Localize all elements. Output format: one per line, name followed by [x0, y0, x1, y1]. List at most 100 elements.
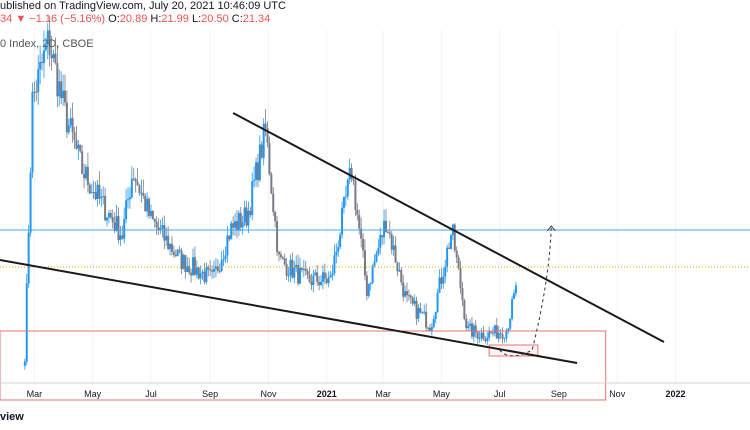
candle-body-22 [65, 102, 68, 133]
candle-body-74 [165, 235, 168, 241]
candle-body-176 [360, 228, 363, 239]
candle-body-112 [237, 212, 240, 231]
candle-body-56 [130, 178, 133, 198]
candle-body-72 [161, 225, 164, 229]
candle-body-109 [232, 223, 235, 228]
candle-body-37 [94, 191, 97, 199]
candle-body-33 [86, 166, 89, 185]
candle-body-163 [335, 251, 338, 256]
candle-body-101 [216, 266, 219, 271]
candle-body-73 [163, 225, 166, 241]
candle-body-238 [478, 337, 481, 339]
candle-body-14 [50, 54, 53, 59]
candle-body-178 [363, 250, 366, 276]
candle-body-216 [436, 292, 439, 313]
symbol-info[interactable]: 0 Index, 2D, CBOE [0, 38, 94, 50]
candle-body-195 [396, 262, 399, 272]
candle-body-168 [344, 196, 347, 198]
candle-body-75 [167, 235, 170, 249]
candle-body-19 [60, 81, 63, 99]
candle-body-64 [146, 198, 149, 212]
candle-body-250 [501, 334, 504, 339]
candle-body-82 [180, 250, 183, 269]
candle-body-227 [457, 257, 460, 269]
candle-body-201 [407, 295, 410, 297]
candle-body-16 [54, 53, 57, 63]
candle-body-254 [509, 318, 512, 329]
candle-body-236 [474, 325, 477, 333]
candle-body-230 [463, 300, 466, 319]
candle-body-165 [339, 234, 342, 248]
candle-body-123 [258, 144, 261, 181]
candle-body-120 [253, 179, 256, 182]
candle-body-117 [247, 210, 250, 226]
candle-body-43 [106, 217, 109, 221]
candle-body-149 [308, 274, 311, 282]
candle-body-68 [153, 219, 156, 222]
candle-body-251 [503, 337, 506, 339]
candle-body-164 [337, 247, 340, 252]
candle-body-193 [392, 245, 395, 250]
candle-body-200 [406, 291, 409, 296]
candle-body-141 [293, 267, 296, 278]
candle-body-3 [29, 172, 32, 233]
candle-body-233 [469, 323, 472, 326]
change-value: −1.16 (−5.16%) [29, 13, 106, 25]
candle-body-151 [312, 275, 315, 285]
candle-body-143 [297, 264, 300, 284]
candle-body-86 [188, 266, 191, 273]
candle-body-11 [44, 45, 47, 51]
candle-body-34 [88, 184, 91, 194]
candle-body-18 [58, 81, 61, 97]
candle-body-140 [291, 259, 294, 278]
candle-body-46 [111, 217, 114, 223]
candle-body-100 [214, 266, 217, 270]
candle-body-208 [421, 312, 424, 314]
candle-body-78 [172, 251, 175, 255]
candle-body-23 [67, 125, 70, 133]
candle-body-57 [132, 178, 135, 180]
tick-label-10: Nov [609, 389, 626, 399]
candle-body-244 [490, 331, 493, 333]
candle-body-196 [398, 270, 401, 272]
candle-body-95 [205, 267, 208, 283]
candle-body-104 [222, 259, 225, 261]
projection-arrowhead [546, 225, 556, 232]
candle-body-20 [62, 90, 65, 99]
candle-body-28 [77, 144, 80, 149]
projection-path [499, 225, 552, 357]
tick-label-0: Mar [27, 389, 43, 399]
candle-body-105 [224, 255, 227, 260]
candle-body-27 [75, 140, 78, 149]
candle-body-131 [274, 212, 277, 222]
candle-body-49 [117, 216, 120, 241]
candle-body-217 [438, 277, 441, 293]
tick-label-2: Jul [145, 389, 157, 399]
candle-body-159 [327, 277, 330, 283]
candle-body-118 [249, 210, 252, 215]
candle-body-9 [41, 61, 44, 64]
candle-body-76 [169, 243, 172, 249]
candle-body-247 [495, 325, 498, 339]
lower-trendline [0, 259, 578, 364]
candle-body-12 [46, 30, 49, 46]
candle-body-132 [276, 221, 279, 252]
candle-body-179 [365, 275, 368, 296]
candle-body-62 [142, 192, 145, 196]
candle-body-249 [499, 333, 502, 335]
low-label: L: [191, 13, 202, 25]
candle-body-188 [383, 220, 386, 238]
candle-body-30 [81, 151, 84, 174]
candle-body-219 [442, 276, 445, 284]
candle-body-199 [404, 291, 407, 297]
candle-body-35 [90, 192, 93, 194]
candle-body-152 [314, 272, 317, 276]
candle-body-173 [354, 180, 357, 210]
candle-body-180 [367, 284, 370, 296]
tick-label-9: Sep [551, 389, 567, 399]
candle-body-190 [386, 231, 389, 233]
candle-body-119 [251, 181, 254, 215]
candle-body-187 [381, 235, 384, 238]
candle-body-148 [306, 271, 309, 275]
